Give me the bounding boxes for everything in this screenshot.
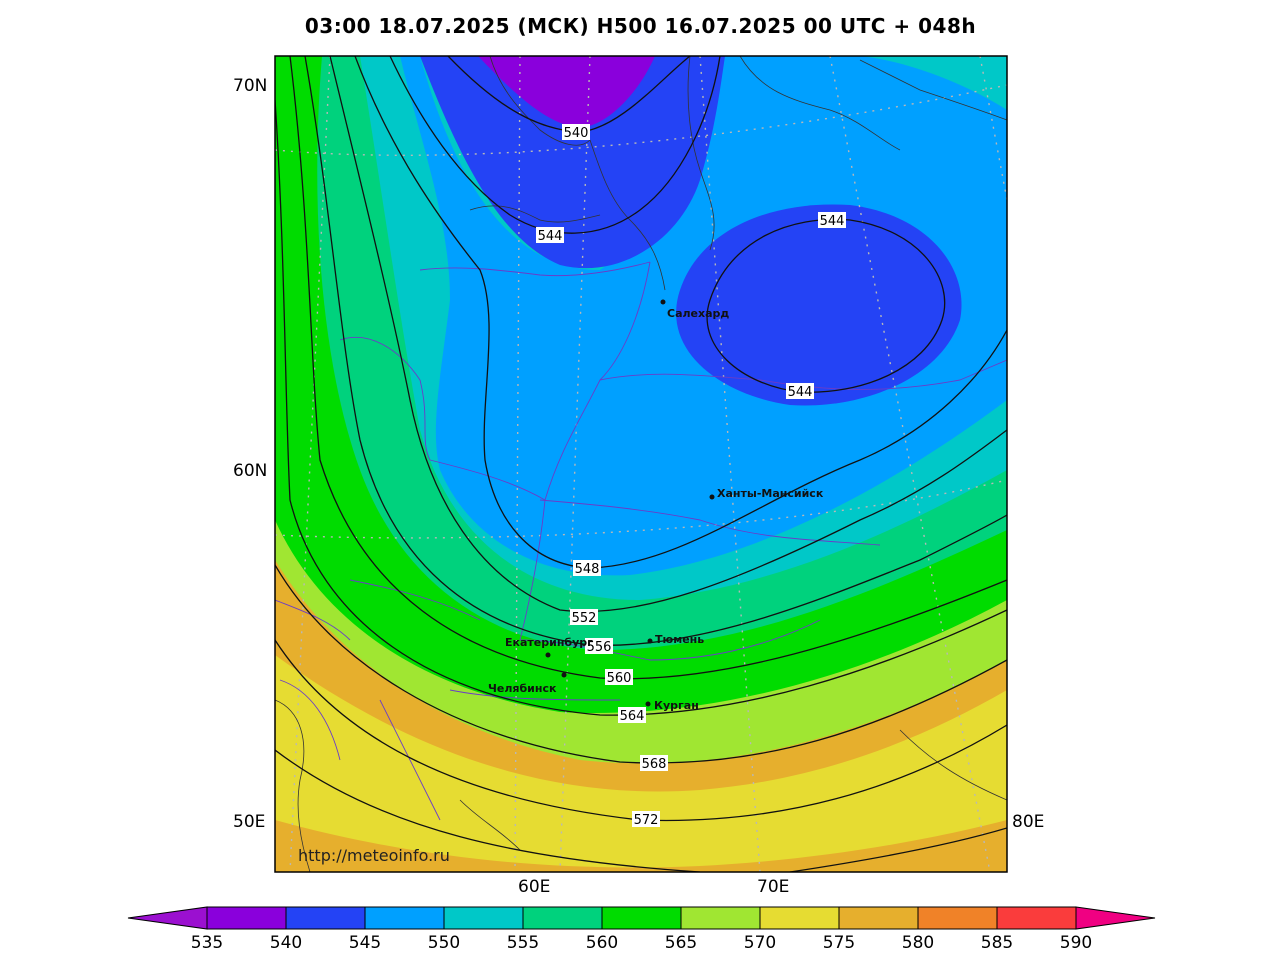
isoline-564 — [275, 99, 1007, 716]
colorbar-segment — [285, 906, 366, 930]
colorbar-tick-label: 550 — [428, 933, 460, 953]
contour-label-544: 544 — [538, 229, 563, 244]
lat-label-60n: 60N — [233, 461, 267, 481]
isoline-568 — [275, 564, 1007, 764]
region-boundaries — [275, 261, 1007, 821]
lat-label-70n: 70N — [233, 76, 267, 96]
credit-url: http://meteoinfo.ru — [298, 846, 450, 865]
colorbar-arrow-low — [127, 906, 208, 930]
lon-label-60e: 60E — [518, 877, 550, 897]
isolines — [275, 56, 1007, 872]
city-dot — [660, 299, 666, 305]
colorbar-legend — [127, 906, 1156, 930]
city-kurgan: Курган — [654, 699, 699, 712]
contour-labels: 540 544 544 544 548 552 556 560 564 568 … — [536, 124, 846, 828]
isoline-560 — [289, 56, 1007, 680]
city-tyumen: Тюмень — [655, 633, 704, 646]
colorbar-tick-label: 565 — [665, 933, 697, 953]
contour-label-572: 572 — [634, 813, 659, 828]
cities: Салехард Ханты-Мансийск Екатеринбург Тюм… — [488, 299, 824, 712]
city-dot — [709, 494, 715, 500]
band-540-545-east — [676, 204, 962, 406]
graticule — [275, 56, 1007, 872]
isoline-552 — [329, 56, 1007, 613]
colorbar-tick-label: 585 — [981, 933, 1013, 953]
colorbar-ticks: 535 540 545 550 555 560 565 570 575 580 585 590 — [191, 933, 1092, 953]
contour-label-552: 552 — [572, 611, 597, 626]
city-salekhard: Салехард — [667, 307, 729, 320]
colorbar-tick-label: 580 — [902, 933, 934, 953]
contour-label-544: 544 — [788, 385, 813, 400]
contour-label-556: 556 — [587, 640, 612, 655]
city-yekaterinburg: Екатеринбург — [505, 636, 593, 649]
colorbar-segment — [680, 906, 761, 930]
contour-label-544: 544 — [820, 214, 845, 229]
colorbar-tick-label: 575 — [823, 933, 855, 953]
colorbar-tick-label: 570 — [744, 933, 776, 953]
lon-label-80e: 80E — [1012, 812, 1044, 832]
contour-label-548: 548 — [575, 562, 600, 577]
axis-labels: 70N 60N 50E 80E 60E 70E — [233, 76, 1044, 897]
colorbar-arrow-high — [1075, 906, 1156, 930]
map-title: 03:00 18.07.2025 (МСК) H500 16.07.2025 0… — [304, 14, 977, 38]
colorbar-segment — [838, 906, 919, 930]
city-dot — [545, 652, 551, 658]
contour-label-560: 560 — [607, 671, 632, 686]
isoline-544-east — [706, 218, 946, 393]
isoline-544-north — [389, 56, 721, 234]
colorbar-segment — [206, 906, 287, 930]
isoline-556 — [304, 56, 1007, 646]
band-540-545-north — [420, 56, 725, 269]
city-dot — [645, 701, 651, 707]
colorbar-segment — [601, 906, 682, 930]
colorbar-segment — [759, 906, 840, 930]
city-dot — [647, 638, 653, 644]
city-dot — [561, 672, 567, 678]
colorbar-tick-label: 545 — [349, 933, 381, 953]
lon-label-50e: 50E — [233, 812, 265, 832]
coastlines — [275, 56, 1007, 872]
filled-contours: 540 544 544 544 548 552 556 560 564 568 … — [275, 56, 1007, 872]
band-535-540 — [478, 56, 655, 128]
colorbar-tick-label: 560 — [586, 933, 618, 953]
band-570-575 — [275, 655, 1007, 868]
colorbar-tick-label: 535 — [191, 933, 223, 953]
colorbar-tick-label: 590 — [1060, 933, 1092, 953]
colorbar-segment — [522, 906, 603, 930]
colorbar-segment — [996, 906, 1077, 930]
colorbar-tick-label: 540 — [270, 933, 302, 953]
contour-label-540: 540 — [564, 126, 589, 141]
city-khanty-mansiysk: Ханты-Мансийск — [717, 487, 824, 500]
colorbar-segment — [364, 906, 445, 930]
contour-label-564: 564 — [620, 709, 645, 724]
colorbar-segment — [917, 906, 998, 930]
isoline-576-east — [789, 827, 1007, 872]
isoline-548 — [354, 56, 1007, 569]
isoline-576 — [275, 749, 701, 872]
colorbar-segment — [443, 906, 524, 930]
colorbar-tick-label: 555 — [507, 933, 539, 953]
map-frame — [274, 55, 1008, 873]
city-chelyabinsk: Челябинск — [488, 682, 557, 695]
contour-label-568: 568 — [642, 757, 667, 772]
lon-label-70e: 70E — [757, 877, 789, 897]
